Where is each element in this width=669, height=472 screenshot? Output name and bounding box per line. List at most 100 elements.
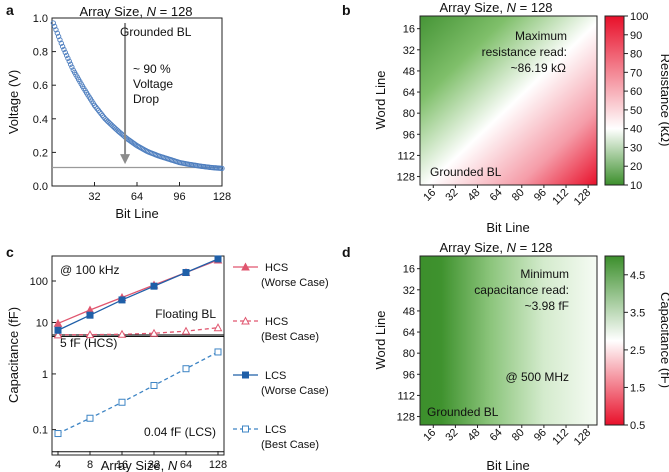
x-tick-label: 64 — [488, 427, 505, 444]
x-tick-label: 32 — [443, 187, 460, 204]
x-tick-label: 128 — [213, 191, 231, 203]
x-tick-label: 96 — [532, 427, 549, 444]
panel-b-title: Array Size, N = 128 — [439, 0, 552, 15]
annotation-grounded-bl: Grounded BL — [430, 165, 502, 179]
series-line — [57, 258, 219, 331]
data-point — [57, 37, 63, 43]
colorbar-tick-label: 50 — [630, 105, 642, 117]
panel-a-voltage-plot: Array Size, N = 128 32 64 96 128 0.0 0.2 0.4 0… — [6, 4, 231, 221]
panel-a-y-label: Voltage (V) — [6, 70, 21, 134]
legend-label: HCS — [265, 262, 288, 274]
colorbar-tick-label: 20 — [630, 161, 642, 173]
y-tick-label: 1 — [42, 369, 48, 381]
panel-a-title: Array Size, N = 128 — [79, 4, 192, 19]
panel-d-frame — [419, 255, 598, 426]
y-tick-label: 64 — [403, 87, 415, 99]
legend-label: (Worse Case) — [261, 385, 329, 397]
legend-label: (Best Case) — [261, 331, 319, 343]
data-point — [182, 365, 190, 373]
x-tick-label: 64 — [180, 459, 192, 471]
x-tick-label: 64 — [488, 187, 505, 204]
data-point — [59, 43, 66, 50]
data-point — [53, 330, 63, 339]
capacitance-colorbar — [604, 255, 625, 426]
data-point — [117, 329, 127, 338]
data-point — [214, 348, 222, 356]
data-point — [58, 40, 64, 46]
data-point — [149, 328, 159, 337]
panel-c-x-label: Array Size, N — [101, 458, 178, 472]
colorbar-tick-label: 40 — [630, 124, 642, 136]
y-tick-label: 112 — [397, 390, 415, 402]
data-point — [54, 326, 62, 334]
data-point — [53, 318, 63, 327]
colorbar-tick-label: 70 — [630, 67, 642, 79]
resistance-colorbar-label: Resistance (kΩ) — [658, 54, 669, 147]
x-tick-label: 4 — [55, 459, 61, 471]
data-point — [53, 27, 59, 33]
resistance-colorbar — [604, 15, 625, 186]
panel-label-c: c — [6, 244, 14, 260]
x-tick-label: 96 — [532, 187, 549, 204]
panel-b-frame — [419, 15, 598, 186]
y-tick-label: 1.0 — [33, 13, 48, 25]
x-tick-label: 32 — [443, 427, 460, 444]
data-point — [118, 398, 126, 406]
legend-label: (Worse Case) — [261, 277, 329, 289]
y-tick-label: 0.2 — [33, 147, 48, 159]
legend-label: HCS — [265, 316, 288, 328]
hline-label-5ff: 5 fF (HCS) — [60, 336, 117, 350]
y-tick-label: 64 — [403, 327, 415, 339]
panel-c-legend: HCS (Worse Case) HCS (Best Case) LCS (Worse C… — [233, 262, 329, 451]
data-point — [118, 296, 126, 304]
data-point — [219, 165, 225, 172]
data-point — [150, 381, 158, 389]
panel-a-x-label: Bit Line — [115, 206, 158, 221]
x-tick-label: 112 — [550, 427, 571, 448]
data-point — [65, 55, 71, 61]
data-point — [50, 20, 56, 26]
data-point — [86, 414, 94, 422]
annotation-frequency: @ 100 kHz — [60, 263, 120, 277]
colorbar-tick-label: 80 — [630, 49, 642, 61]
annotation-grounded-bl: Grounded BL — [120, 25, 192, 39]
data-point — [54, 430, 62, 438]
colorbar-tick-label: 60 — [630, 86, 642, 98]
panel-b-x-label: Bit Line — [486, 220, 529, 235]
series-line — [57, 327, 219, 336]
panel-c-plot-frame — [51, 255, 225, 456]
y-tick-label: 48 — [403, 306, 415, 318]
y-tick-label: 80 — [403, 108, 415, 120]
colorbar-tick-label: 3.5 — [630, 307, 645, 319]
data-point — [62, 49, 68, 56]
legend-label: LCS — [265, 370, 286, 382]
capacitance-colorbar-label: Capacitance (fF) — [658, 292, 669, 388]
annotation-min-capacitance-1: Minimum — [520, 267, 569, 281]
x-tick-label: 96 — [173, 191, 185, 203]
annotation-voltage-drop-1: ~ 90 % — [133, 62, 171, 76]
panel-label-d: d — [342, 244, 351, 260]
y-tick-label: 32 — [403, 285, 415, 297]
y-tick-label: 96 — [403, 369, 415, 381]
y-tick-label: 128 — [397, 172, 415, 184]
data-point — [54, 30, 60, 36]
x-tick-label: 16 — [116, 459, 128, 471]
y-tick-label: 16 — [403, 264, 415, 276]
panel-c-capacitance-plot: 4 8 16 32 64 128 10 100 0.1 1 @ 100 kHz Floating… — [6, 255, 329, 472]
colorbar-tick-label: 0.5 — [630, 420, 645, 432]
legend-label: (Best Case) — [261, 439, 319, 451]
y-tick-label: 112 — [397, 150, 415, 162]
colorbar-tick-label: 4.5 — [630, 270, 645, 282]
colorbar-tick-label: 10 — [630, 180, 642, 192]
y-tick-label: 10 — [36, 318, 48, 330]
colorbar-tick-label: 100 — [630, 11, 648, 23]
data-point — [66, 58, 72, 64]
x-tick-label: 112 — [550, 187, 571, 208]
panel-label-b: b — [342, 2, 351, 18]
data-point — [55, 33, 62, 40]
y-tick-label: 96 — [403, 129, 415, 141]
annotation-grounded-bl: Grounded BL — [427, 405, 499, 419]
panel-d-x-label: Bit Line — [486, 458, 529, 472]
